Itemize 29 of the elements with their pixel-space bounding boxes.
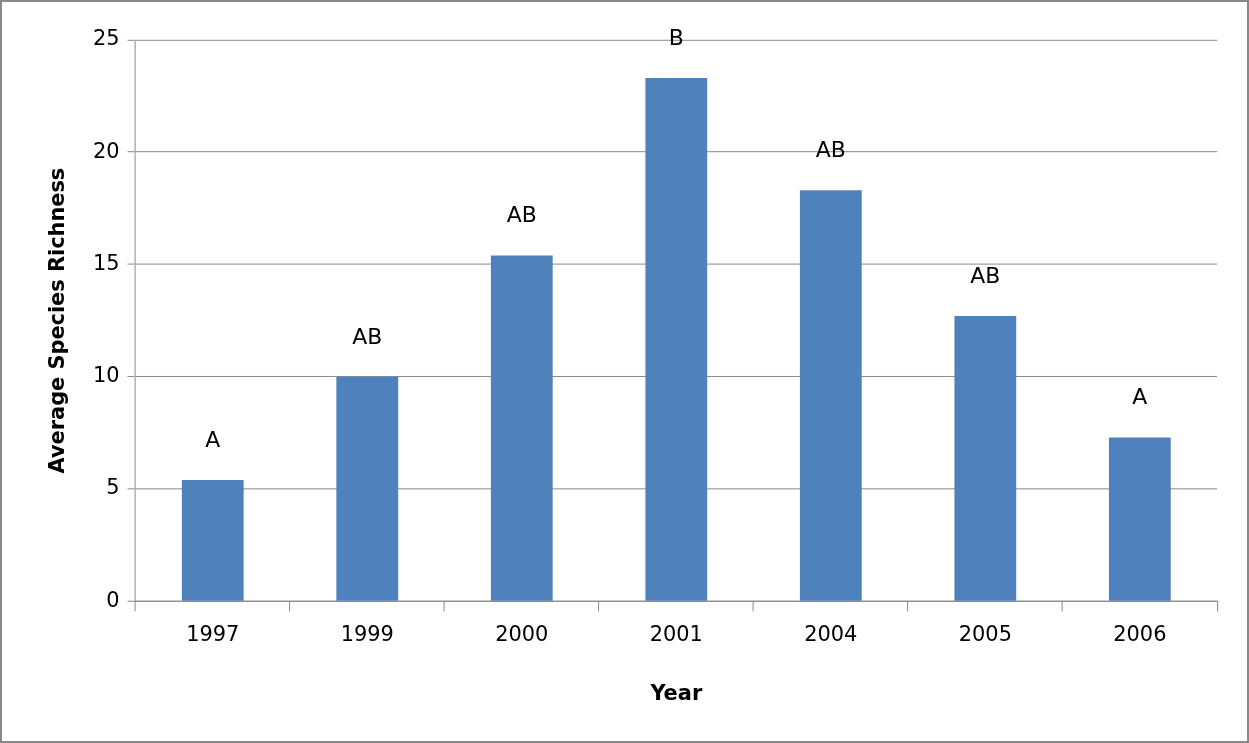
x-tick-label: 2000 [495, 622, 549, 647]
bar [954, 316, 1017, 601]
x-tick-label: 1999 [340, 622, 394, 647]
annotation: AB [506, 202, 537, 228]
bar [645, 77, 708, 601]
x-tick-label: 2001 [649, 622, 703, 647]
bar [336, 376, 399, 601]
annotation: A [205, 426, 221, 452]
y-tick-label: 0 [106, 587, 120, 612]
x-tick-label: 2006 [1113, 622, 1167, 647]
y-axis-title: Average Species Richness [44, 167, 69, 474]
annotation: AB [815, 137, 846, 163]
bar [181, 480, 244, 601]
x-tick-label: 1997 [186, 622, 240, 647]
y-tick-label: 10 [92, 363, 120, 388]
y-tick-label: 5 [106, 475, 120, 500]
x-tick-label: 2005 [958, 622, 1012, 647]
bar [799, 190, 862, 601]
x-tick-label: 2004 [804, 622, 858, 647]
x-axis-title: Year [649, 681, 703, 706]
annotation: AB [970, 263, 1001, 288]
annotation: AB [352, 323, 383, 349]
annotation: B [668, 24, 684, 50]
y-tick-label: 15 [92, 250, 120, 275]
bar [1108, 437, 1171, 601]
annotation: A [1132, 384, 1148, 410]
y-tick-label: 25 [92, 26, 120, 51]
bar [490, 255, 553, 601]
y-tick-label: 20 [92, 138, 120, 163]
